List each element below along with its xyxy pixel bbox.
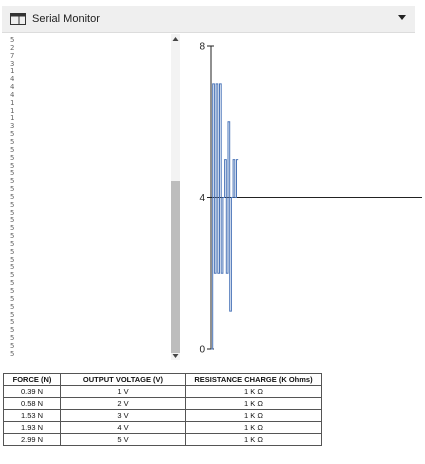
serial-line: 4 <box>10 82 15 92</box>
scrollbar-thumb[interactable] <box>171 181 180 353</box>
dropdown-arrow-icon[interactable] <box>397 12 407 22</box>
table-cell: 3 V <box>60 409 186 422</box>
table-cell: 1 V <box>60 385 186 398</box>
table-cell: 0.58 N <box>3 397 61 410</box>
series-line <box>211 83 239 350</box>
serial-line: 5 <box>10 309 15 319</box>
serial-line: 3 <box>10 121 15 131</box>
scroll-up-arrow-icon[interactable] <box>172 36 179 42</box>
serial-line: 5 <box>10 144 15 154</box>
serial-line: 5 <box>10 301 15 311</box>
serial-line: 5 <box>10 262 15 272</box>
serial-line: 4 <box>10 74 15 84</box>
column-header-output-voltage: OUTPUT VOLTAGE (V) <box>60 373 186 386</box>
table-cell: 1.53 N <box>3 409 61 422</box>
serial-line: 1 <box>10 113 15 123</box>
table-cell: 1 K Ω <box>185 397 322 410</box>
serial-line: 1 <box>10 105 15 115</box>
table-cell: 5 V <box>60 433 186 446</box>
window-icon <box>10 13 26 25</box>
table-cell: 4 V <box>60 421 186 434</box>
serial-line: 5 <box>10 333 15 343</box>
serial-line: 5 <box>10 231 15 241</box>
measurement-table: FORCE (N) OUTPUT VOLTAGE (V) RESISTANCE … <box>3 373 322 446</box>
serial-line: 5 <box>10 293 15 303</box>
serial-monitor-title: Serial Monitor <box>32 13 100 25</box>
serial-line: 5 <box>10 215 15 225</box>
y-tick-label: 4 <box>199 193 205 204</box>
serial-line: 5 <box>10 168 15 178</box>
table-cell: 1 K Ω <box>185 433 322 446</box>
serial-line: 5 <box>10 35 15 44</box>
serial-line: 5 <box>10 238 15 248</box>
serial-line: 5 <box>10 184 15 194</box>
serial-line: 5 <box>10 191 15 201</box>
serial-monitor-header: Serial Monitor <box>2 6 415 33</box>
serial-line: 5 <box>10 325 15 335</box>
serial-line: 2 <box>10 42 15 52</box>
table-cell: 0.39 N <box>3 385 61 398</box>
serial-line: 5 <box>10 207 15 217</box>
serial-line: 5 <box>10 270 15 280</box>
serial-line: 5 <box>10 317 15 327</box>
serial-line: 3 <box>10 58 15 68</box>
vertical-scrollbar[interactable] <box>171 34 180 360</box>
scroll-down-arrow-icon[interactable] <box>172 353 179 359</box>
serial-plotter-chart: 8 4 0 <box>199 42 422 356</box>
serial-line: 5 <box>10 254 15 264</box>
table-cell: 1.93 N <box>3 421 61 434</box>
table-cell: 2.99 N <box>3 433 61 446</box>
serial-line: 5 <box>10 340 15 350</box>
table-cell: 1 K Ω <box>185 421 322 434</box>
serial-line: 5 <box>10 223 15 233</box>
table-header-row: FORCE (N) OUTPUT VOLTAGE (V) RESISTANCE … <box>3 373 322 386</box>
serial-line: 4 <box>10 89 15 99</box>
serial-line: 5 <box>10 278 15 288</box>
serial-line: 7 <box>10 50 15 60</box>
serial-line: 1 <box>10 97 15 107</box>
table-cell: 1 K Ω <box>185 409 322 422</box>
serial-line: 5 <box>10 160 15 170</box>
serial-line: 5 <box>10 286 15 295</box>
serial-line: 5 <box>10 246 15 256</box>
serial-line: 5 <box>10 176 15 186</box>
y-tick-label: 0 <box>199 345 205 356</box>
serial-line: 5 <box>10 152 15 162</box>
serial-line: 5 <box>10 129 15 139</box>
column-header-force: FORCE (N) <box>3 373 61 386</box>
serial-line: 5 <box>10 199 15 209</box>
serial-line: 1 <box>10 66 15 76</box>
y-tick-label: 8 <box>199 42 205 53</box>
table-cell: 2 V <box>60 397 186 410</box>
column-header-resistance: RESISTANCE CHARGE (K Ohms) <box>185 373 322 386</box>
serial-line: 5 <box>10 136 15 146</box>
table-cell: 1 K Ω <box>185 385 322 398</box>
serial-line: 5 <box>10 348 15 358</box>
